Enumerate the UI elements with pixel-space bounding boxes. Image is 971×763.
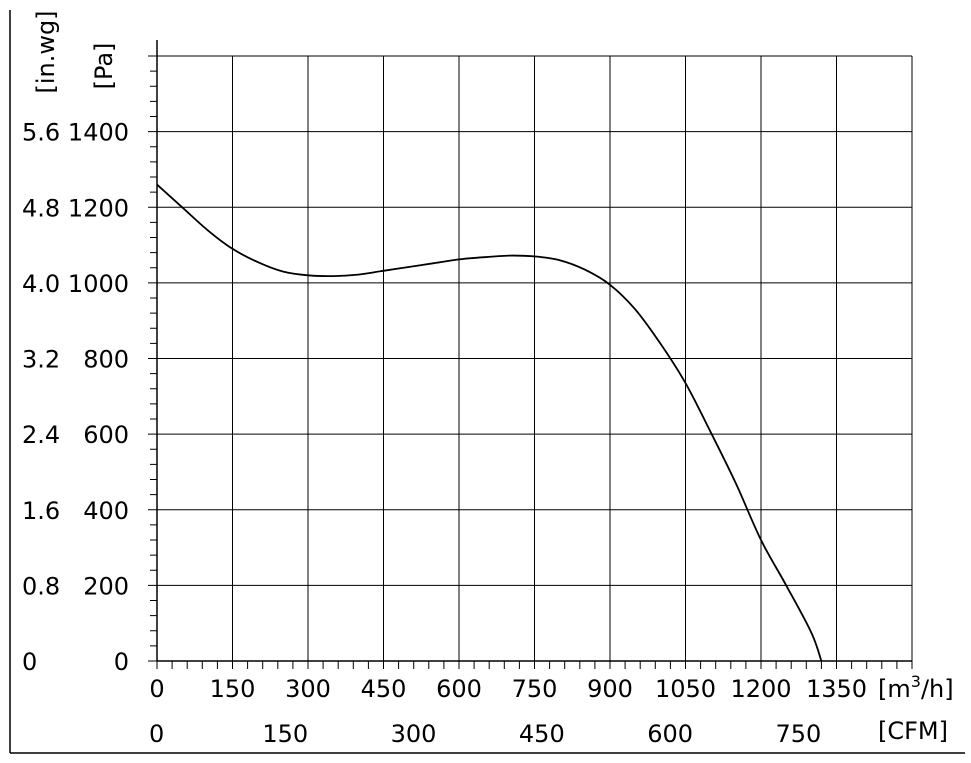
y-tick-label-inwg: 4.0: [22, 270, 60, 298]
y-tick-label-pa: 1400: [68, 119, 129, 147]
x-tick-label-m3h: 750: [512, 675, 558, 703]
x-unit-tail: /h]: [921, 675, 954, 703]
y-secondary-unit-label: [in.wg]: [32, 10, 60, 93]
x-tick-label-m3h: 150: [210, 675, 256, 703]
y-tick-label-inwg: 2.4: [22, 421, 60, 449]
x-primary-unit-label: [m3/h]: [878, 672, 954, 703]
y-tick-label-pa: 800: [83, 346, 129, 374]
y-tick-label-pa: 600: [83, 421, 129, 449]
x-tick-label-m3h: 900: [587, 675, 633, 703]
x-tick-label-m3h: 1200: [730, 675, 791, 703]
y-tick-label-pa: 0: [114, 648, 129, 676]
x-tick-label-cfm: 750: [775, 720, 821, 748]
y-tick-label-inwg: 5.6: [22, 119, 60, 147]
grid: [156, 55, 913, 662]
x-tick-label-m3h: 600: [436, 675, 482, 703]
x-tick-label-cfm: 150: [262, 720, 308, 748]
x-tick-label-m3h: 0: [149, 675, 164, 703]
y-tick-label-inwg: 0: [22, 648, 37, 676]
y-tick-label-pa: 1000: [68, 270, 129, 298]
y-tick-label-inwg: 0.8: [22, 572, 60, 600]
x-tick-label-cfm: 600: [647, 720, 693, 748]
x-tick-label-cfm: 0: [149, 720, 164, 748]
x-tick-label-m3h: 1050: [655, 675, 716, 703]
x-tick-labels: 0 150 300 450 600 750 900 1050 1200 1350 0 150 300 45…: [149, 675, 867, 748]
y-tick-label-inwg: 4.8: [22, 194, 60, 222]
x-tick-label-cfm: 450: [519, 720, 565, 748]
x-tick-label-m3h: 450: [361, 675, 407, 703]
y-primary-unit-label: [Pa]: [90, 43, 118, 90]
x-tick-label-cfm: 300: [391, 720, 437, 748]
minor-ticks: [148, 55, 913, 669]
pressure-curve: [156, 183, 823, 662]
y-tick-label-inwg: 1.6: [22, 497, 60, 525]
outer-frame: [9, 10, 965, 754]
y-tick-labels: 0 0 200 0.8 400 1.6 600 2.4 800 3.2 1000 4.0 1200 4.8…: [22, 119, 129, 676]
x-unit-base: [m: [878, 675, 911, 703]
x-tick-label-m3h: 300: [285, 675, 331, 703]
x-secondary-unit-label: [CFM]: [878, 717, 948, 745]
x-tick-label-m3h: 1350: [806, 675, 867, 703]
y-tick-label-inwg: 3.2: [22, 346, 60, 374]
y-tick-label-pa: 400: [83, 497, 129, 525]
x-unit-sup: 3: [911, 672, 921, 691]
y-tick-label-pa: 200: [83, 572, 129, 600]
y-tick-label-pa: 1200: [68, 194, 129, 222]
